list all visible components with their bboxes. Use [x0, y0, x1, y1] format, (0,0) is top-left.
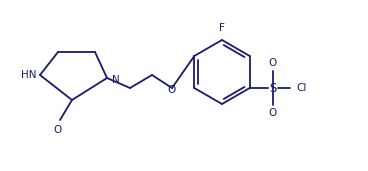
Text: N: N: [112, 75, 120, 85]
Text: O: O: [269, 108, 277, 118]
Text: HN: HN: [21, 70, 36, 80]
Text: S: S: [269, 82, 276, 95]
Text: Cl: Cl: [297, 83, 307, 93]
Text: O: O: [54, 125, 62, 135]
Text: F: F: [219, 23, 225, 33]
Text: O: O: [168, 85, 176, 95]
Text: O: O: [269, 58, 277, 68]
